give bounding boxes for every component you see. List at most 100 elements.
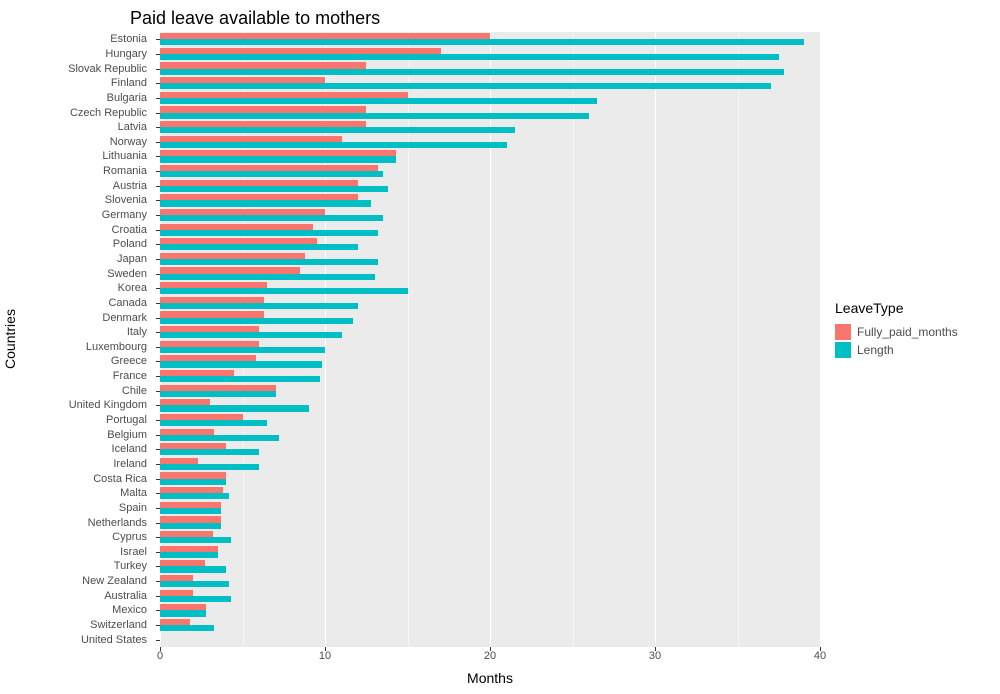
bar-length bbox=[160, 332, 342, 338]
y-tick bbox=[156, 405, 160, 406]
bar-length bbox=[160, 200, 371, 206]
bar-length bbox=[160, 303, 358, 309]
bar-length bbox=[160, 318, 353, 324]
y-tick bbox=[156, 420, 160, 421]
bar-length bbox=[160, 83, 771, 89]
x-tick bbox=[655, 647, 656, 651]
y-tick bbox=[156, 376, 160, 377]
y-tick bbox=[156, 215, 160, 216]
y-tick-label: United States bbox=[81, 634, 147, 646]
bar-length bbox=[160, 98, 597, 104]
y-tick bbox=[156, 479, 160, 480]
legend-label: Fully_paid_months bbox=[857, 325, 958, 339]
y-tick-label: Italy bbox=[127, 326, 147, 338]
y-tick bbox=[156, 186, 160, 187]
y-tick bbox=[156, 493, 160, 494]
y-tick-label: Austria bbox=[113, 180, 147, 192]
y-tick-label: Estonia bbox=[110, 33, 147, 45]
y-tick bbox=[156, 361, 160, 362]
bar-length bbox=[160, 142, 507, 148]
bar-length bbox=[160, 347, 325, 353]
y-tick bbox=[156, 347, 160, 348]
bar-length bbox=[160, 435, 279, 441]
y-tick bbox=[156, 244, 160, 245]
y-tick bbox=[156, 127, 160, 128]
bar-length bbox=[160, 552, 218, 558]
y-tick-label: Norway bbox=[110, 136, 147, 148]
y-tick-label: Netherlands bbox=[88, 517, 147, 529]
y-tick-label: Korea bbox=[118, 282, 147, 294]
bar-length bbox=[160, 288, 408, 294]
y-tick-label: Denmark bbox=[102, 312, 147, 324]
y-tick bbox=[156, 171, 160, 172]
y-tick bbox=[156, 566, 160, 567]
y-tick bbox=[156, 303, 160, 304]
y-tick bbox=[156, 274, 160, 275]
y-tick-label: Greece bbox=[111, 355, 147, 367]
y-tick-label: Cyprus bbox=[112, 531, 147, 543]
y-tick bbox=[156, 435, 160, 436]
x-tick bbox=[490, 647, 491, 651]
bar-length bbox=[160, 405, 309, 411]
y-tick-label: Slovenia bbox=[105, 194, 147, 206]
bar-length bbox=[160, 127, 515, 133]
bar-length bbox=[160, 581, 229, 587]
bar-length bbox=[160, 610, 206, 616]
y-tick-label: Spain bbox=[119, 502, 147, 514]
y-tick-label: New Zealand bbox=[82, 575, 147, 587]
bar-length bbox=[160, 39, 804, 45]
gridline-minor bbox=[738, 32, 739, 647]
bar-length bbox=[160, 493, 229, 499]
y-tick-label: Germany bbox=[102, 209, 147, 221]
x-tick-label: 10 bbox=[319, 650, 331, 662]
bar-length bbox=[160, 361, 322, 367]
gridline bbox=[490, 32, 491, 647]
x-tick bbox=[160, 647, 161, 651]
x-tick-label: 20 bbox=[484, 650, 496, 662]
y-axis-labels: EstoniaHungarySlovak RepublicFinlandBulg… bbox=[0, 32, 155, 647]
y-tick-label: Malta bbox=[120, 487, 147, 499]
y-tick-label: Romania bbox=[103, 165, 147, 177]
y-tick bbox=[156, 610, 160, 611]
y-tick bbox=[156, 113, 160, 114]
y-tick bbox=[156, 464, 160, 465]
gridline-minor bbox=[408, 32, 409, 647]
bar-length bbox=[160, 391, 276, 397]
y-tick bbox=[156, 449, 160, 450]
y-tick-label: Hungary bbox=[105, 48, 147, 60]
bar-length bbox=[160, 230, 378, 236]
x-tick-label: 40 bbox=[814, 650, 826, 662]
y-tick bbox=[156, 625, 160, 626]
y-tick-label: Japan bbox=[117, 253, 147, 265]
bar-length bbox=[160, 376, 320, 382]
y-tick-label: Belgium bbox=[107, 429, 147, 441]
bar-length bbox=[160, 625, 214, 631]
y-tick bbox=[156, 288, 160, 289]
y-tick bbox=[156, 69, 160, 70]
y-tick bbox=[156, 508, 160, 509]
bar-length bbox=[160, 259, 378, 265]
bar-length bbox=[160, 171, 383, 177]
bar-length bbox=[160, 54, 779, 60]
x-tick-label: 30 bbox=[649, 650, 661, 662]
y-tick-label: Czech Republic bbox=[70, 107, 147, 119]
y-tick bbox=[156, 581, 160, 582]
gridline bbox=[820, 32, 821, 647]
bar-length bbox=[160, 508, 221, 514]
y-tick-label: Finland bbox=[111, 77, 147, 89]
y-tick bbox=[156, 523, 160, 524]
bar-length bbox=[160, 479, 226, 485]
y-tick bbox=[156, 318, 160, 319]
bar-length bbox=[160, 244, 358, 250]
y-tick-label: Croatia bbox=[112, 224, 147, 236]
y-tick-label: Sweden bbox=[107, 268, 147, 280]
legend: LeaveType Fully_paid_monthsLength bbox=[835, 300, 958, 360]
bar-length bbox=[160, 69, 784, 75]
y-tick-label: Bulgaria bbox=[107, 92, 147, 104]
bar-length bbox=[160, 523, 221, 529]
x-tick bbox=[820, 647, 821, 651]
y-tick bbox=[156, 142, 160, 143]
y-tick bbox=[156, 230, 160, 231]
y-tick-label: United Kingdom bbox=[69, 399, 147, 411]
bar-length bbox=[160, 566, 226, 572]
